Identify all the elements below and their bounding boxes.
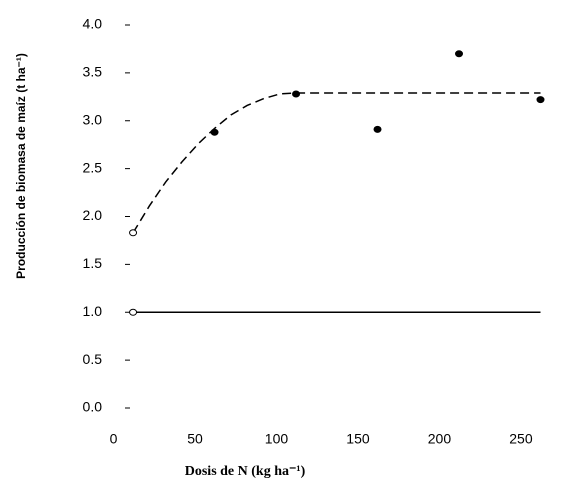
x-tick-label: 50: [187, 431, 203, 447]
y-tick-label: 2.0: [83, 207, 103, 223]
x-axis-title: Dosis de N (kg ha⁻¹): [185, 464, 306, 479]
x-tick-label: 200: [428, 431, 452, 447]
x-tick-label: 250: [509, 431, 533, 447]
y-tick-label: 3.0: [83, 111, 103, 127]
fit-line: [132, 92, 541, 234]
x-tick-label: 150: [346, 431, 370, 447]
y-tick-label: 4.0: [83, 16, 103, 32]
y-tick-label: 2.5: [83, 159, 103, 175]
data-point: [536, 96, 545, 104]
data-point: [129, 308, 138, 316]
data-point: [210, 128, 219, 136]
y-tick-label: 3.5: [83, 64, 103, 80]
y-tick-label: 0.5: [83, 351, 103, 367]
y-tick-label: 0.0: [83, 399, 103, 415]
y-tick-label: 1.5: [83, 255, 103, 271]
y-tick-label: 1.0: [83, 303, 103, 319]
data-point: [455, 50, 464, 58]
data-point: [292, 90, 301, 98]
y-axis-title: Producción de biomasa de maíz (t ha⁻¹): [14, 53, 28, 279]
x-tick-label: 0: [110, 431, 118, 447]
data-point: [373, 125, 382, 133]
data-point: [129, 229, 138, 237]
x-tick-label: 100: [265, 431, 289, 447]
